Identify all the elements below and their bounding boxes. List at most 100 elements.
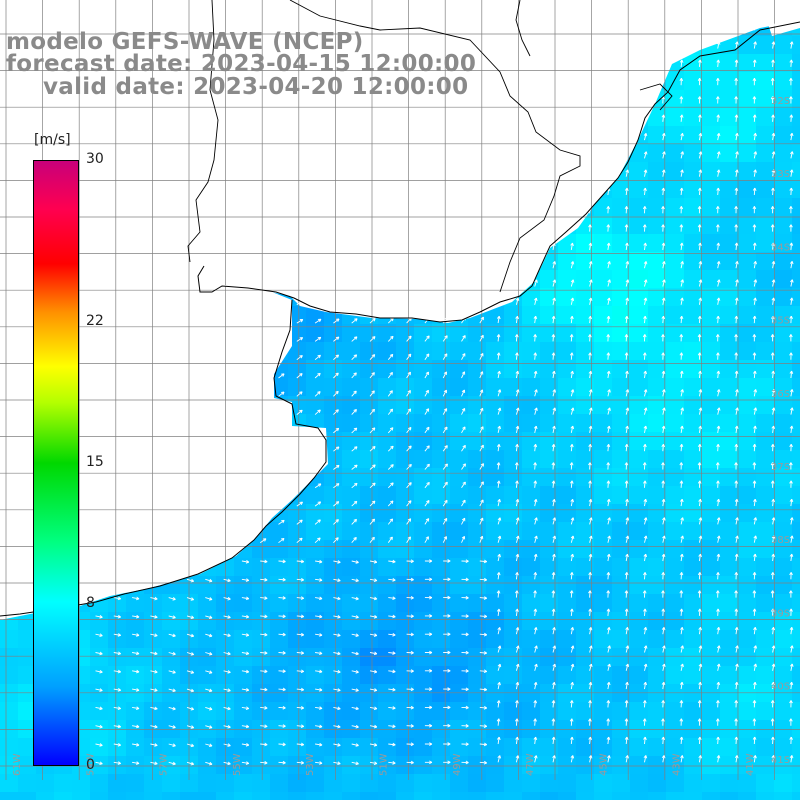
wind-arrow xyxy=(697,224,702,232)
wind-arrow xyxy=(662,261,666,269)
wind-arrow xyxy=(770,590,775,598)
wind-arrow xyxy=(496,718,501,726)
wind-arrow xyxy=(186,652,195,656)
wind-arrow xyxy=(132,633,140,637)
wind-arrow xyxy=(552,297,556,305)
wind-arrow xyxy=(715,462,720,470)
wind-arrow xyxy=(514,590,519,598)
wind-arrow xyxy=(734,59,739,67)
wind-arrow xyxy=(551,700,556,708)
wind-arrow xyxy=(515,517,520,525)
colorbar-tick-0: 0 xyxy=(86,757,95,774)
wind-arrow xyxy=(643,279,648,287)
wind-arrow xyxy=(698,681,702,690)
wind-arrow xyxy=(314,318,322,324)
wind-arrow xyxy=(333,560,341,564)
wind-arrow xyxy=(716,681,721,690)
wind-arrow xyxy=(661,224,665,232)
wind-arrow xyxy=(753,169,757,177)
wind-arrow xyxy=(624,736,629,745)
wind-arrow xyxy=(734,334,738,342)
wind-arrow xyxy=(388,614,396,619)
wind-arrow xyxy=(734,315,739,324)
wind-arrow xyxy=(186,633,195,638)
wind-arrow xyxy=(662,389,666,397)
wind-arrow xyxy=(443,705,451,710)
wind-arrow xyxy=(716,407,721,415)
wind-arrow xyxy=(168,761,176,766)
wind-arrow xyxy=(771,315,775,324)
wind-arrow xyxy=(186,725,195,729)
wind-arrow xyxy=(205,578,213,583)
wind-arrow xyxy=(333,446,340,452)
latitude-label: 36S xyxy=(771,389,790,400)
wind-arrow xyxy=(369,354,376,361)
wind-arrow xyxy=(642,590,647,598)
wind-arrow xyxy=(551,334,556,342)
wind-arrow xyxy=(607,389,611,397)
wind-arrow xyxy=(424,650,433,655)
wind-arrow xyxy=(150,724,158,729)
wind-arrow xyxy=(461,724,469,728)
wind-arrow xyxy=(716,370,721,379)
wind-arrow xyxy=(496,700,501,708)
wind-arrow xyxy=(716,59,721,67)
wind-arrow xyxy=(643,389,648,397)
wind-arrow xyxy=(789,755,794,763)
wind-arrow xyxy=(479,407,484,415)
wind-arrow xyxy=(643,425,648,433)
valid-date-title: valid date: 2023-04-20 12:00:00 xyxy=(43,74,469,100)
wind-arrow xyxy=(515,663,520,671)
wind-arrow xyxy=(588,352,592,360)
wind-arrow xyxy=(296,373,303,379)
wind-arrow xyxy=(625,755,629,763)
wind-arrow xyxy=(752,700,757,708)
wind-arrow xyxy=(479,316,484,324)
wind-arrow xyxy=(607,755,611,763)
wind-arrow xyxy=(643,187,647,196)
wind-arrow xyxy=(570,407,575,415)
wind-arrow xyxy=(497,755,501,763)
wind-arrow xyxy=(461,353,466,360)
wind-arrow xyxy=(771,389,776,397)
forecast-date-title: forecast date: 2023-04-15 12:00:00 xyxy=(6,51,477,77)
wind-arrow xyxy=(168,633,176,638)
wind-arrow xyxy=(570,645,575,653)
wind-arrow xyxy=(406,536,411,543)
wind-arrow xyxy=(387,445,394,452)
wind-arrow xyxy=(551,443,556,452)
wind-arrow xyxy=(789,681,794,690)
wind-arrow xyxy=(625,553,629,562)
wind-arrow xyxy=(642,462,647,470)
wind-arrow xyxy=(662,517,666,525)
wind-arrow xyxy=(259,538,267,544)
wind-arrow xyxy=(388,724,396,729)
wind-arrow xyxy=(424,559,433,563)
wind-arrow xyxy=(771,626,776,635)
wind-arrow xyxy=(132,651,140,656)
wind-arrow xyxy=(753,279,758,287)
wind-arrow xyxy=(588,572,592,580)
wind-arrow xyxy=(223,743,231,747)
wind-arrow xyxy=(716,480,720,488)
wind-arrow xyxy=(679,718,684,726)
wind-arrow xyxy=(734,96,738,104)
wind-arrow xyxy=(132,706,140,710)
wind-arrow xyxy=(369,651,378,656)
wind-arrow xyxy=(496,736,501,745)
wind-arrow xyxy=(113,706,121,710)
wind-arrow xyxy=(569,334,574,342)
wind-arrow xyxy=(735,169,739,177)
wind-arrow xyxy=(387,353,394,360)
wind-arrow xyxy=(388,651,396,655)
wind-arrow xyxy=(168,706,176,711)
longitude-label: 45W xyxy=(598,753,609,776)
wind-arrow xyxy=(789,370,794,379)
wind-arrow xyxy=(406,669,414,673)
wind-arrow xyxy=(625,498,629,507)
wind-arrow xyxy=(589,663,593,671)
wind-arrow xyxy=(406,687,414,692)
wind-arrow xyxy=(205,706,213,711)
wind-arrow xyxy=(752,480,757,488)
